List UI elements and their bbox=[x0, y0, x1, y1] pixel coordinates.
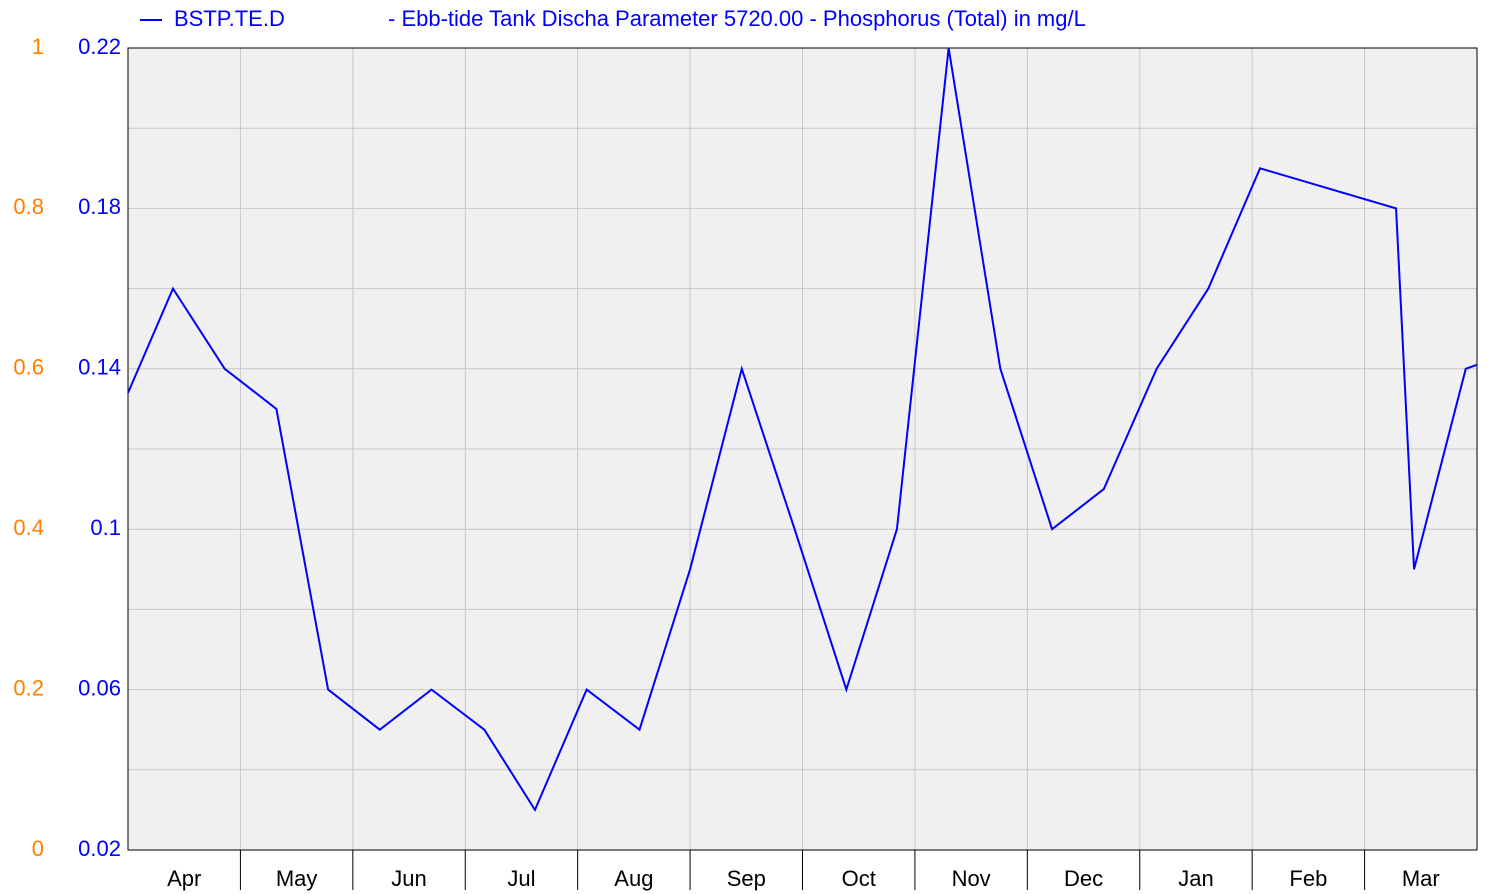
x-tick-label: Apr bbox=[167, 866, 201, 891]
x-tick-label: Dec bbox=[1064, 866, 1103, 891]
x-tick-label: Feb bbox=[1289, 866, 1327, 891]
plot-frame bbox=[127, 47, 1478, 851]
y-tick-label: 0.14 bbox=[78, 355, 121, 380]
x-tick-label: Oct bbox=[842, 866, 876, 891]
legend-label: BSTP.TE.D bbox=[174, 6, 285, 31]
x-tick-label: Mar bbox=[1402, 866, 1440, 891]
x-tick-label: Aug bbox=[614, 866, 653, 891]
x-tick-label: Sep bbox=[727, 866, 766, 891]
x-tick-label: Jun bbox=[391, 866, 426, 891]
y2-tick-label: 1 bbox=[32, 34, 44, 59]
y2-tick-label: 0.6 bbox=[13, 355, 44, 380]
x-tick-label: Jan bbox=[1178, 866, 1213, 891]
y-tick-label: 0.06 bbox=[78, 675, 121, 700]
chart-title: - Ebb-tide Tank Discha Parameter 5720.00… bbox=[388, 6, 1086, 31]
x-tick-label: May bbox=[276, 866, 318, 891]
x-tick-label: Nov bbox=[952, 866, 991, 891]
y2-tick-label: 0.2 bbox=[13, 675, 44, 700]
x-tick-label: Jul bbox=[507, 866, 535, 891]
series-line bbox=[127, 47, 1478, 813]
y-tick-label: 0.1 bbox=[90, 515, 121, 540]
y-tick-label: 0.22 bbox=[78, 34, 121, 59]
y2-tick-label: 0 bbox=[32, 836, 44, 861]
y-tick-label: 0.02 bbox=[78, 836, 121, 861]
y2-tick-label: 0.8 bbox=[13, 194, 44, 219]
y2-tick-label: 0.4 bbox=[13, 515, 44, 540]
y-tick-label: 0.18 bbox=[78, 194, 121, 219]
